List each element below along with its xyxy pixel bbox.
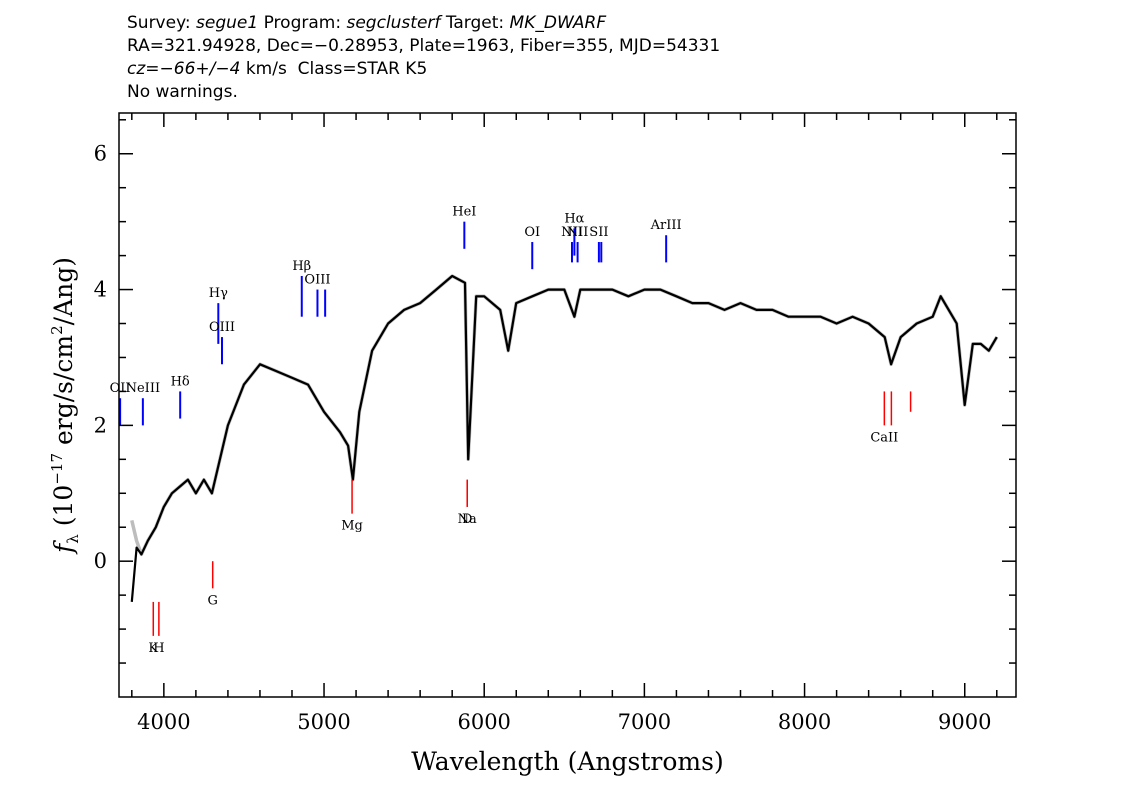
header-line-coordinates: RA=321.94928, Dec=−0.28953, Plate=1963, … xyxy=(127,36,721,56)
emission-line-label: OIII xyxy=(304,273,330,288)
y-tick-label: 2 xyxy=(94,413,107,437)
program-value: segclusterf xyxy=(346,13,441,33)
x-tick-label: 4000 xyxy=(137,710,190,734)
emission-line-label: Hα xyxy=(564,211,584,226)
emission-line-label: NII xyxy=(567,225,589,240)
absorption-line-label: G xyxy=(208,593,218,608)
y-axis-title-f: f xyxy=(49,540,78,555)
y-axis-title-end: /Ang) xyxy=(49,257,78,325)
emission-line-label: Hδ xyxy=(171,374,190,389)
emission-line-label: OI xyxy=(524,225,540,240)
x-tick-label: 6000 xyxy=(457,710,510,734)
y-axis-title-open: (10 xyxy=(49,485,78,527)
x-tick-label: 7000 xyxy=(618,710,671,734)
target-value: MK_DWARF xyxy=(509,13,607,33)
cz-class: km/s Class=STAR K5 xyxy=(240,59,428,79)
emission-line-label: OII xyxy=(110,381,131,396)
y-tick-label: 0 xyxy=(94,549,107,573)
y-tick-label: 4 xyxy=(94,278,107,302)
absorption-line-label: Mg xyxy=(341,519,363,534)
spectrum-header: Survey: segue1 Program: segclusterf Targ… xyxy=(127,12,720,104)
emission-line-label: HeI xyxy=(452,205,476,220)
header-line-redshift: cz=−66+/−4 km/s Class=STAR K5 xyxy=(127,58,720,81)
absorption-line-label: K xyxy=(148,641,158,656)
survey-value: segue1 xyxy=(196,13,259,33)
emission-line-label: NII xyxy=(561,225,583,240)
emission-line-label: Hβ xyxy=(292,259,311,274)
cz-value: −66+/−4 xyxy=(159,59,241,79)
header-line-warnings: No warnings. xyxy=(127,82,238,102)
program-label: Program: xyxy=(263,13,342,33)
series-noise xyxy=(130,274,999,557)
plot-area xyxy=(130,274,999,602)
x-tick-label: 9000 xyxy=(938,710,991,734)
x-tick-label: 5000 xyxy=(297,710,350,734)
y-axis-title-exp1: −17 xyxy=(48,453,66,485)
absorption-line-label: CaII xyxy=(870,430,898,445)
y-axis-title-units: erg/s/cm xyxy=(49,335,78,445)
y-axis-title-exp2: 2 xyxy=(48,325,66,335)
series-flux xyxy=(130,274,998,602)
y-tick-label: 6 xyxy=(94,142,107,166)
emission-line-label: ArIII xyxy=(650,218,682,233)
header-line-survey: Survey: segue1 Program: segclusterf Targ… xyxy=(127,12,720,35)
emission-line-label: SII xyxy=(589,225,608,240)
plot-frame xyxy=(118,112,1017,698)
cz-label: cz= xyxy=(127,59,160,79)
absorption-line-label: D xyxy=(462,512,472,527)
survey-label: Survey: xyxy=(127,13,191,33)
emission-line-label: Hγ xyxy=(209,286,228,301)
emission-line-label: NeIII xyxy=(126,381,160,396)
absorption-line-label: H xyxy=(153,641,164,656)
y-axis-title: fλ (10−17 erg/s/cm2/Ang) xyxy=(48,257,82,555)
target-label: Target: xyxy=(445,13,505,33)
axes: 4000 5000 6000 7000 8000 9000 0 2 4 6 xyxy=(94,113,1016,734)
y-axis-title-lambda: λ xyxy=(64,534,82,544)
emission-line-label: OIII xyxy=(209,320,235,335)
x-tick-label: 8000 xyxy=(778,710,831,734)
absorption-line-label: Na xyxy=(458,512,477,527)
x-axis-title: Wavelength (Angstroms) xyxy=(411,747,723,776)
